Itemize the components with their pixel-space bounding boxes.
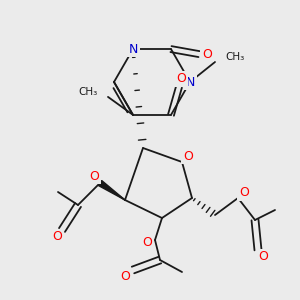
Text: CH₃: CH₃ [225, 52, 244, 62]
Text: O: O [183, 149, 193, 163]
Text: O: O [239, 187, 249, 200]
Text: O: O [89, 169, 99, 182]
Text: O: O [52, 230, 62, 244]
Text: N: N [128, 43, 138, 56]
Text: O: O [258, 250, 268, 263]
Polygon shape [98, 181, 125, 200]
Text: N: N [185, 76, 195, 88]
Text: O: O [142, 236, 152, 248]
Text: O: O [202, 48, 212, 61]
Text: O: O [120, 269, 130, 283]
Text: O: O [176, 72, 186, 86]
Text: CH₃: CH₃ [79, 87, 98, 97]
